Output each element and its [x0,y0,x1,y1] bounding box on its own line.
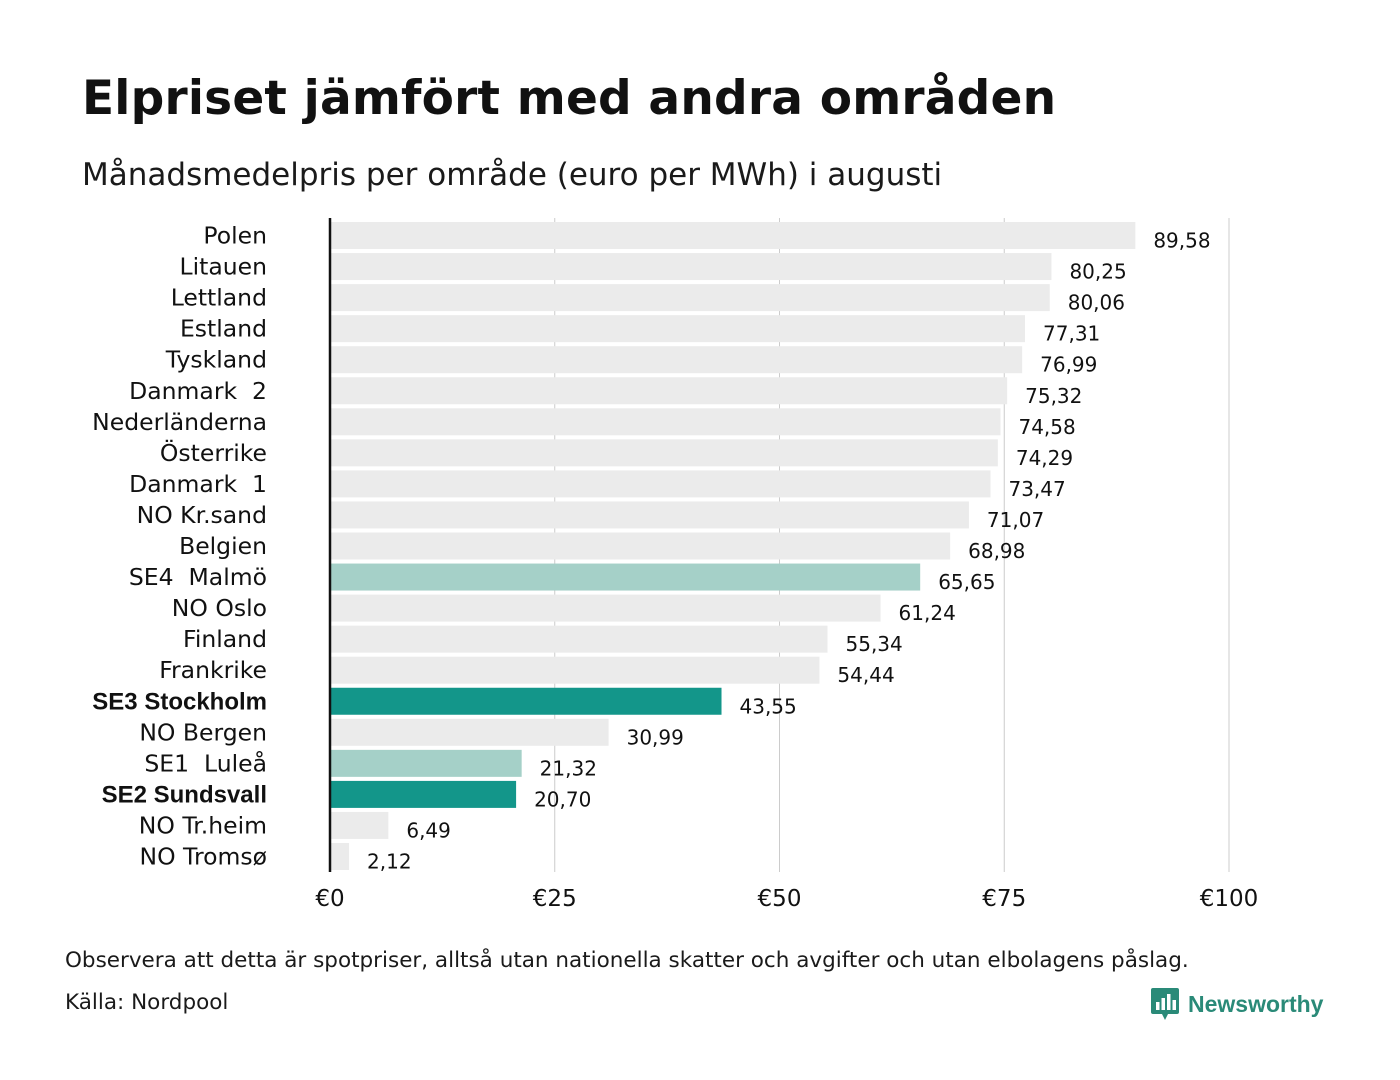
newsworthy-chart-bubble-icon [1151,988,1179,1020]
chart-subtitle: Månadsmedelpris per område (euro per MWh… [82,157,943,193]
value-label: 55,34 [846,632,903,656]
value-label: 54,44 [837,663,894,687]
value-label: 20,70 [534,787,591,811]
bar [330,843,350,870]
category-label: Lettland [171,284,267,312]
value-label: 77,31 [1043,322,1100,346]
bar [330,284,1050,312]
category-label: Frankrike [159,656,267,684]
bar [330,408,1001,436]
category-label: NO Kr.sand [137,501,267,529]
bar [330,594,881,622]
bar [330,780,517,808]
bar [330,563,921,591]
x-tick-label: €0 [315,886,344,912]
value-label: 89,58 [1153,229,1210,253]
bar [330,749,522,777]
bar [330,315,1026,343]
bar [330,718,609,746]
bar [330,346,1023,374]
bars [330,222,1136,870]
category-label: SE2 Sundsvall [102,781,267,808]
category-label: Österrike [160,439,267,467]
chart-title: Elpriset jämfört med andra områden [82,71,1057,126]
bar [330,377,1008,405]
category-label: Nederländerna [92,408,267,436]
category-label: NO Oslo [172,594,267,622]
x-tick-label: €75 [982,886,1026,912]
category-label: Estland [180,315,267,343]
value-label: 61,24 [899,601,956,625]
category-labels: Polen Litauen Lettland Estland Tyskland Danma… [92,222,267,871]
bar [330,222,1136,249]
value-label: 21,32 [540,756,597,780]
category-label: Finland [183,625,267,653]
category-label: Tyskland [165,346,267,374]
category-label: Belgien [179,532,267,560]
value-label: 76,99 [1040,353,1097,377]
x-tick-label: €50 [758,886,802,912]
category-label: SE3 Stockholm [92,688,267,715]
source-note: Källa: Nordpool [65,990,229,1015]
value-label: 68,98 [968,539,1025,563]
bar [330,811,389,839]
value-label: 80,06 [1068,291,1125,315]
category-label: Danmark 1 [129,470,267,498]
footnote: Observera att detta är spotpriser, allts… [65,948,1189,973]
value-label: 71,07 [987,508,1044,532]
category-label: NO Bergen [139,718,267,746]
bar [330,687,722,715]
value-label: 2,12 [367,850,412,874]
bar [330,470,991,498]
value-label: 65,65 [938,570,995,594]
newsworthy-logo-text: Newsworthy [1188,990,1324,1017]
value-label: 73,47 [1008,477,1065,501]
category-label: Polen [203,222,267,250]
value-label: 75,32 [1025,384,1082,408]
value-labels: 89,58 80,25 80,06 77,31 76,99 75,32 74,58 74,29… [367,229,1211,874]
category-label: Litauen [180,253,267,281]
value-label: 74,58 [1018,415,1075,439]
bar [330,501,969,529]
category-label: SE4 Malmö [129,563,267,591]
category-label: NO Tr.heim [139,811,267,839]
bar [330,532,951,560]
value-label: 74,29 [1016,446,1073,470]
category-label: Danmark 2 [129,377,267,405]
category-label: NO Tromsø [140,843,267,871]
value-label: 6,49 [406,818,451,842]
bar [330,625,828,653]
bar [330,439,998,467]
value-label: 30,99 [627,725,684,749]
category-label: SE1 Luleå [144,749,267,777]
x-tick-label: €100 [1200,886,1259,912]
newsworthy-logo: Newsworthy [1150,984,1323,1024]
bar-chart: Polen Litauen Lettland Estland Tyskland Danma… [92,218,1258,912]
bar [330,253,1052,281]
x-tick-label: €25 [533,886,577,912]
value-label: 43,55 [740,694,797,718]
axes: €0 €25 €50 €75 €100 [315,218,1258,912]
bar [330,656,820,684]
value-label: 80,25 [1069,260,1126,284]
